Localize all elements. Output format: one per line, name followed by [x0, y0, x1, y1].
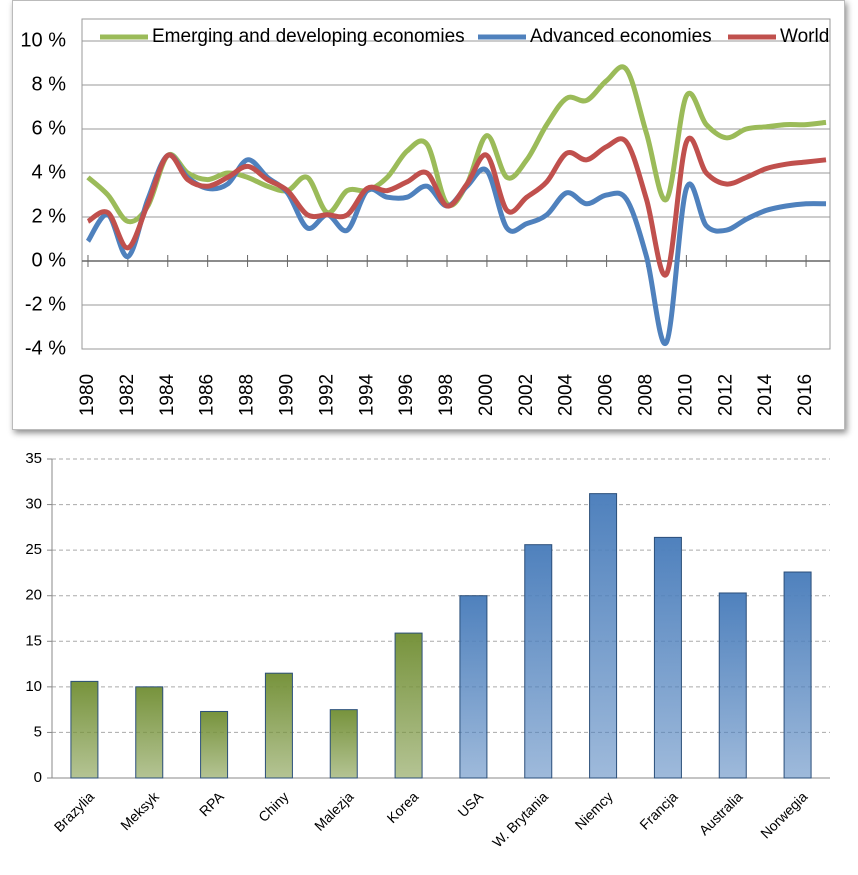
x-tick-label: Norwegia [757, 788, 810, 841]
x-tick-label: 1986 [197, 374, 218, 416]
x-tick-label: 2014 [755, 373, 776, 416]
legend-label: Emerging and developing economies [152, 26, 465, 47]
x-tick-label: 2008 [636, 374, 657, 416]
x-tick-label: 2002 [516, 374, 537, 416]
bar [718, 592, 747, 779]
y-tick-label: 20 [25, 587, 42, 604]
x-tick-label: 2004 [556, 373, 577, 416]
y-tick-label: 6 % [32, 117, 67, 139]
x-tick-label: 1980 [77, 374, 98, 416]
y-tick-label: 25 [25, 541, 42, 558]
bar [524, 544, 553, 779]
x-tick-label: W. Brytania [489, 788, 551, 850]
x-tick-label: Brazylia [51, 788, 98, 835]
x-tick-label: USA [454, 788, 486, 820]
bar [264, 672, 293, 779]
y-tick-label: 2 % [32, 205, 67, 227]
y-tick-label: 10 [25, 678, 42, 695]
x-tick-label: Chiny [255, 788, 292, 825]
x-tick-label: 1992 [316, 374, 337, 416]
y-tick-label: 0 % [32, 249, 67, 271]
x-tick-label: 1996 [396, 374, 417, 416]
bar [589, 493, 618, 779]
x-tick-label: 2006 [596, 374, 617, 416]
bar [394, 632, 423, 779]
x-tick-label: 1998 [436, 374, 457, 416]
y-tick-label: -2 % [25, 293, 66, 315]
x-tick-label: 1990 [276, 374, 297, 416]
x-tick-label: Korea [384, 788, 422, 826]
y-tick-label: -4 % [25, 337, 66, 359]
x-tick-label: 2010 [675, 374, 696, 416]
x-tick-label: Meksyk [117, 788, 163, 834]
bar [200, 710, 229, 779]
y-tick-label: 10 % [20, 29, 66, 51]
y-tick-label: 0 [34, 769, 42, 786]
bar [135, 686, 164, 779]
x-tick-label: Australia [696, 788, 746, 838]
bar [459, 595, 488, 779]
x-tick-label: 1994 [356, 373, 377, 416]
bar [70, 680, 99, 779]
x-tick-label: Francja [636, 788, 680, 832]
x-tick-label: 2016 [795, 374, 816, 416]
x-tick-label: RPA [196, 788, 227, 819]
y-tick-label: 4 % [32, 161, 67, 183]
x-tick-label: Malezja [311, 788, 357, 834]
y-tick-label: 5 [34, 723, 42, 740]
x-tick-label: 1982 [117, 374, 138, 416]
x-tick-label: 2012 [715, 374, 736, 416]
bar [329, 709, 358, 779]
series-line [86, 135, 827, 278]
y-tick-label: 35 [25, 450, 42, 467]
y-tick-label: 8 % [32, 73, 67, 95]
y-tick-label: 30 [25, 496, 42, 513]
legend-label: World [780, 26, 829, 47]
x-tick-label: Niemcy [572, 788, 616, 832]
x-tick-label: 1988 [237, 374, 258, 416]
bar [653, 536, 682, 779]
x-tick-label: 1984 [157, 373, 178, 416]
bar [783, 571, 812, 779]
x-tick-label: 2000 [476, 374, 497, 416]
y-tick-label: 15 [25, 632, 42, 649]
legend-label: Advanced economies [530, 26, 712, 47]
